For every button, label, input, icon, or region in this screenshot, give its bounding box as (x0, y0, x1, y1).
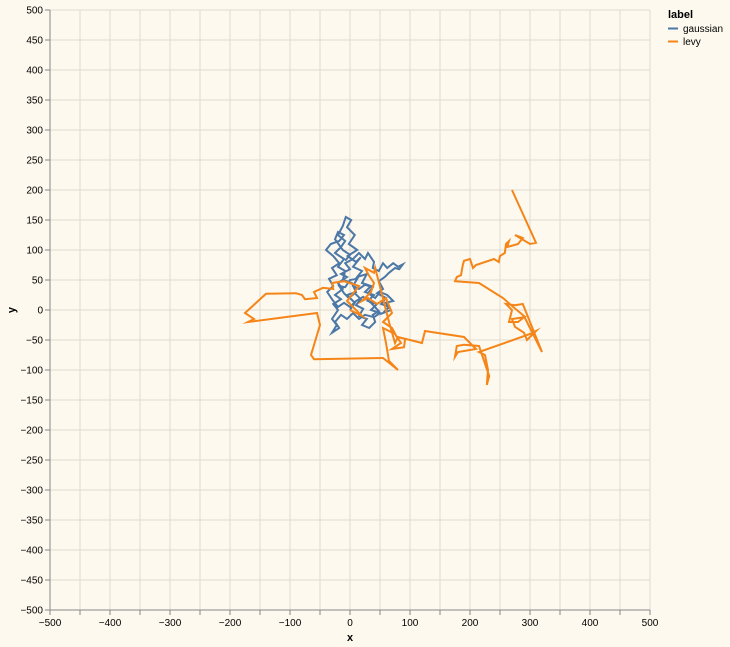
y-tick-label: 0 (37, 306, 43, 317)
y-tick-label: 400 (26, 66, 43, 77)
x-tick-label: −100 (279, 618, 302, 629)
x-tick-label: −200 (219, 618, 242, 629)
x-axis-title: x (347, 632, 354, 644)
series-group (242, 189, 543, 386)
series-line-levy (242, 189, 543, 386)
x-tick-label: −500 (39, 618, 62, 629)
x-tick-label: 200 (462, 618, 479, 629)
x-tick-label: 100 (402, 618, 419, 629)
legend-title: label (668, 9, 693, 21)
legend-label-levy: levy (683, 37, 701, 48)
y-tick-label: −150 (20, 396, 43, 407)
y-tick-label: −300 (20, 486, 43, 497)
y-tick-label: 250 (26, 156, 43, 167)
y-tick-label: −450 (20, 576, 43, 587)
y-tick-label: −500 (20, 606, 43, 617)
series-line-gaussian (324, 215, 407, 337)
x-tick-label: 0 (347, 618, 353, 629)
legend: label gaussian levy (668, 9, 723, 48)
axes: −500 −400 −300 −200 −100 0 100 200 300 400 500−500… (6, 6, 659, 645)
y-tick-label: −100 (20, 366, 43, 377)
y-axis-title: y (6, 306, 18, 313)
y-tick-label: 150 (26, 216, 43, 227)
y-tick-label: 200 (26, 186, 43, 197)
y-tick-label: −250 (20, 456, 43, 467)
y-tick-label: −200 (20, 426, 43, 437)
x-tick-label: 300 (522, 618, 539, 629)
y-tick-label: 350 (26, 96, 43, 107)
y-tick-label: 300 (26, 126, 43, 137)
legend-label-gaussian: gaussian (683, 24, 723, 35)
x-tick-label: −400 (99, 618, 122, 629)
y-tick-label: −400 (20, 546, 43, 557)
y-tick-label: −350 (20, 516, 43, 527)
y-tick-label: 450 (26, 36, 43, 47)
x-tick-label: 400 (582, 618, 599, 629)
y-tick-label: 500 (26, 6, 43, 17)
x-tick-label: 500 (642, 618, 659, 629)
y-tick-label: 100 (26, 246, 43, 257)
grid-lines (49, 9, 651, 611)
x-tick-label: −300 (159, 618, 182, 629)
y-tick-label: 50 (32, 276, 44, 287)
y-tick-label: −50 (26, 336, 43, 347)
